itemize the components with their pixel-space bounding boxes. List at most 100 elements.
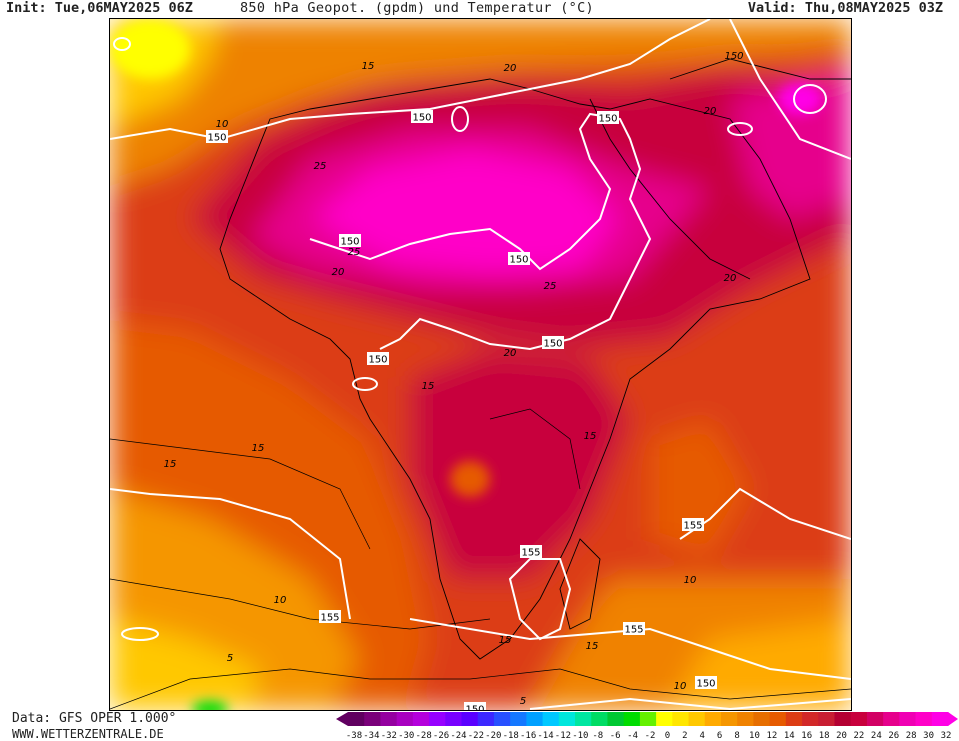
colorbar-tick-label: -18 [503, 731, 519, 741]
temperature-label: 5 [227, 653, 233, 664]
isoline-small-ring [113, 37, 131, 51]
arabia-hot-patch [730, 69, 851, 219]
colorbar-tick-label: 26 [888, 731, 899, 741]
colorbar-cell [445, 712, 462, 726]
geopotential-label-box [319, 610, 341, 623]
colorbar-cell [364, 712, 381, 726]
colorbar-cell [380, 712, 398, 726]
isoline-155-south [409, 618, 851, 680]
colorbar-cell [412, 712, 430, 726]
coastline-layer [110, 58, 851, 710]
colorbar-tick-label: 30 [923, 731, 934, 741]
colorbar-tick-label: -14 [537, 731, 553, 741]
nw-yellow-patch [110, 19, 190, 79]
colorbar-cell [720, 712, 738, 726]
temperature-label: 10 [216, 119, 229, 130]
data-source-label: Data: GFS OPER 1.000° [12, 711, 177, 726]
colorbar-cell [656, 712, 673, 726]
colorbar-tick-label: 28 [906, 731, 917, 741]
colorbar-cell [785, 712, 803, 726]
temperature-colorbar: -38 -34 -32 -30 -28 -26 -24 -22 -20 -18 -16 -14 -12-… [336, 712, 958, 741]
geopotential-label-text: 150 [598, 114, 617, 125]
geopotential-label: 150 [206, 130, 228, 144]
temperature-label: 20 [724, 273, 737, 284]
colorbar-tick-label: 12 [766, 731, 777, 741]
temperature-label: 15 [584, 431, 597, 442]
colorbar-tick-label: -22 [468, 731, 484, 741]
colorbar-cell [802, 712, 819, 726]
colorbar-cell [623, 712, 641, 726]
colorbar-tick-label: -8 [592, 731, 603, 741]
temperature-label: 10 [684, 575, 697, 586]
geopotential-label: 150 [597, 111, 619, 125]
geopotential-label: 155 [520, 545, 542, 559]
geopotential-label: 150 [542, 336, 564, 350]
colorbar-tick-label: -4 [627, 731, 638, 741]
colorbar-tick-label: -32 [381, 731, 397, 741]
temperature-label: 20 [504, 63, 517, 74]
geopotential-label-box [206, 130, 228, 143]
colorbar-tick-label: -12 [555, 731, 571, 741]
colorbar-tick-label: 4 [700, 731, 705, 741]
east-africa-warm [650, 419, 750, 559]
colorbar-cell [769, 712, 787, 726]
colorbar-tick-label: 8 [734, 731, 739, 741]
geopotential-label-text: 150 [509, 255, 528, 266]
colorbar-tick-label: 2 [682, 731, 687, 741]
colorbar-tick-label: 14 [784, 731, 795, 741]
geopotential-label-text: 155 [683, 521, 702, 532]
colorbar-cell [542, 712, 560, 726]
geopotential-label: 155 [319, 610, 341, 624]
geopotential-label-text: 150 [465, 705, 484, 711]
colorbar-cell [866, 712, 884, 726]
isoline-small-ring [121, 627, 159, 641]
map-title: 850 hPa Geopot. (gpdm) und Temperatur (°… [240, 0, 594, 16]
geopotential-label-box [682, 518, 704, 531]
colorbar-tick-label: -38 [346, 731, 362, 741]
isoline-150-ne [729, 19, 851, 160]
colorbar-cell [558, 712, 576, 726]
temperature-label: 15 [252, 443, 265, 454]
temperature-isoline-10 [110, 578, 491, 630]
colorbar-cell [834, 712, 852, 726]
colorbar-tick-label: -10 [572, 731, 588, 741]
geopotential-label-box [520, 545, 542, 558]
geopotential-label: 150 [695, 676, 717, 690]
colorbar-cell [461, 712, 479, 726]
valid-time-label: Valid: Thu,08MAY2025 03Z [747, 0, 943, 16]
ne-magenta-patch [778, 83, 822, 115]
colorbar-tick-label: -24 [450, 731, 466, 741]
sw-green-patch [192, 701, 228, 710]
temperature-label: 15 [586, 641, 599, 652]
isoline-150-south [529, 697, 851, 710]
mediterranean-outline [669, 58, 851, 80]
geopotential-label-text: 150 [340, 237, 359, 248]
colorbar-cell [818, 712, 835, 726]
website-label: WWW.WETTERZENTRALE.DE [12, 727, 164, 741]
colorbar-cell [915, 712, 933, 726]
isoline-small-ring [727, 122, 753, 136]
isoline-155-west [110, 488, 351, 620]
temperature-isoline-15 [110, 438, 371, 550]
colorbar-cell [672, 712, 689, 726]
colorbar-cell [704, 712, 722, 726]
colorbar-cell [493, 712, 511, 726]
colorbar-cell [883, 712, 900, 726]
isoline-small-ring [451, 106, 469, 132]
geopotential-label-text: 150 [368, 355, 387, 366]
interior-warm-patch [450, 461, 490, 497]
colorbar-tick-label: -16 [520, 731, 536, 741]
geopotential-label: 155 [682, 518, 704, 532]
colorbar-cell [526, 712, 543, 726]
colorbar-tick-label: -30 [398, 731, 414, 741]
colorbar-tick-label: -34 [363, 731, 379, 741]
hottest-core [310, 149, 620, 274]
isoline-small-ring [352, 377, 378, 391]
geopotential-label-text: 150 [412, 113, 431, 124]
temperature-label: 20 [704, 106, 717, 117]
temperature-label: 15 [422, 381, 435, 392]
colorbar-right-arrow [948, 712, 958, 726]
temperature-label: 25 [544, 281, 557, 292]
geopotential-label-text: 150 [207, 133, 226, 144]
